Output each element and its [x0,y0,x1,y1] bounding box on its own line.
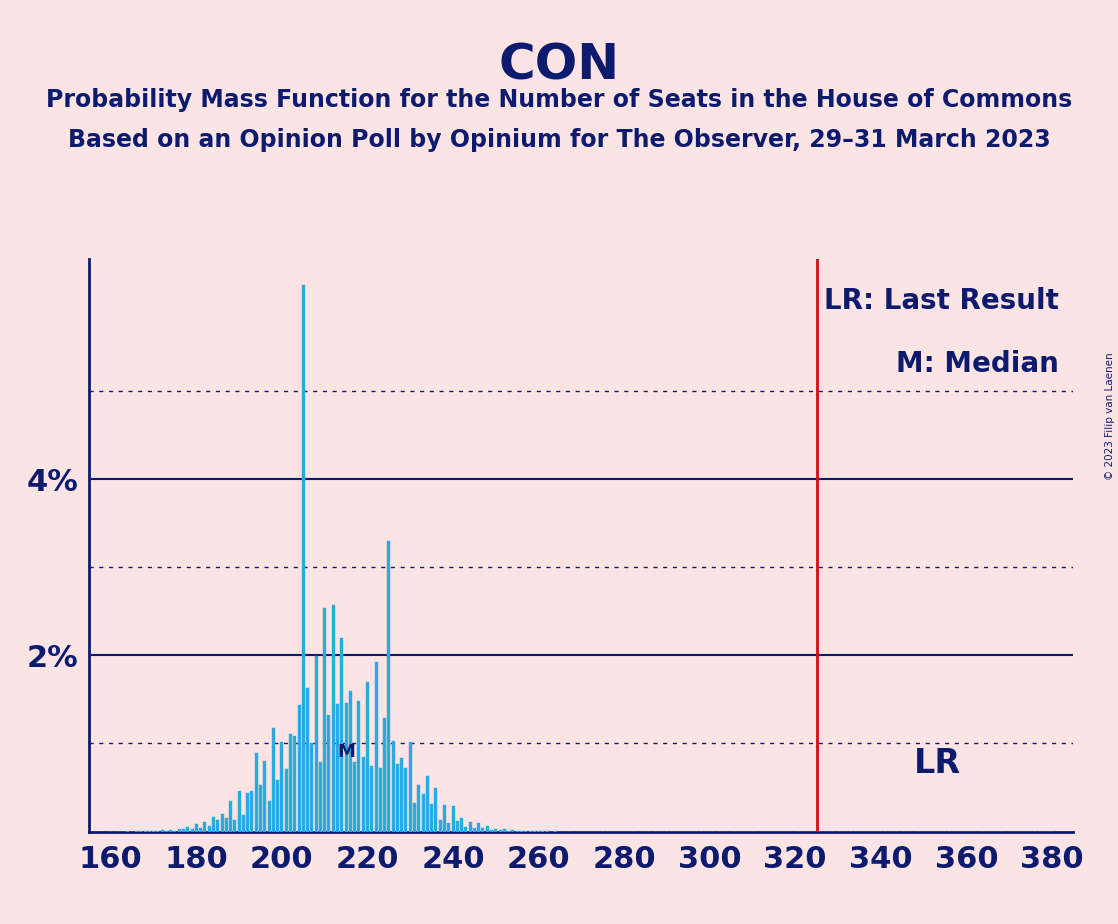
Bar [182,830,186,832]
Bar [396,764,399,832]
Bar [473,828,476,832]
Bar [409,742,411,832]
Bar [267,801,271,832]
Bar [468,822,472,832]
Bar [169,830,172,832]
Bar [337,704,339,832]
Text: LR: Last Result: LR: Last Result [824,287,1059,315]
Bar [241,815,245,832]
Bar [426,776,429,832]
Bar [503,829,505,832]
Bar [482,828,484,832]
Bar [375,662,378,832]
Bar [161,830,163,832]
Bar [417,784,420,832]
Bar [413,803,416,832]
Bar [430,804,433,832]
Bar [173,831,177,832]
Bar [387,541,390,832]
Bar [362,757,364,832]
Bar [238,791,240,832]
Bar [477,823,481,832]
Bar [452,807,455,832]
Bar [199,828,202,832]
Bar [246,793,249,832]
Bar [203,822,207,832]
Bar [285,769,287,832]
Bar [225,819,228,832]
Bar [306,688,309,832]
Bar [311,743,313,832]
Bar [461,818,463,832]
Bar [400,758,404,832]
Bar [438,820,442,832]
Bar [379,768,382,832]
Bar [332,605,334,832]
Bar [340,638,343,832]
Bar [293,736,296,832]
Text: © 2023 Filip van Laenen: © 2023 Filip van Laenen [1106,352,1115,480]
Bar [208,825,210,832]
Bar [366,682,369,832]
Bar [499,830,502,832]
Bar [288,735,292,832]
Bar [234,821,236,832]
Bar [349,691,352,832]
Text: LR: LR [913,747,961,780]
Bar [302,286,305,832]
Bar [229,801,233,832]
Bar [314,656,318,832]
Bar [281,742,284,832]
Bar [435,787,437,832]
Text: Based on an Opinion Poll by Opinium for The Observer, 29–31 March 2023: Based on an Opinion Poll by Opinium for … [67,128,1051,152]
Text: M: Median: M: Median [896,350,1059,379]
Bar [456,821,458,832]
Bar [195,824,198,832]
Bar [259,785,262,832]
Bar [447,822,451,832]
Bar [328,714,331,832]
Bar [383,718,386,832]
Bar [178,829,181,832]
Bar [443,805,446,832]
Bar [319,762,322,832]
Bar [391,741,395,832]
Bar [187,827,189,832]
Bar [276,780,280,832]
Bar [255,753,258,832]
Bar [190,829,193,832]
Bar [370,766,373,832]
Bar [490,830,493,832]
Bar [297,705,301,832]
Bar [264,761,266,832]
Bar [323,608,326,832]
Bar [421,795,425,832]
Bar [353,761,357,832]
Text: CON: CON [499,42,619,90]
Bar [358,701,360,832]
Bar [250,791,254,832]
Bar [344,703,348,832]
Bar [212,817,215,832]
Bar [216,820,219,832]
Bar [272,728,275,832]
Bar [405,769,407,832]
Text: Probability Mass Function for the Number of Seats in the House of Commons: Probability Mass Function for the Number… [46,88,1072,112]
Bar [494,829,498,832]
Text: M: M [338,743,356,761]
Bar [485,826,489,832]
Bar [220,814,224,832]
Bar [511,830,514,832]
Bar [464,827,467,832]
